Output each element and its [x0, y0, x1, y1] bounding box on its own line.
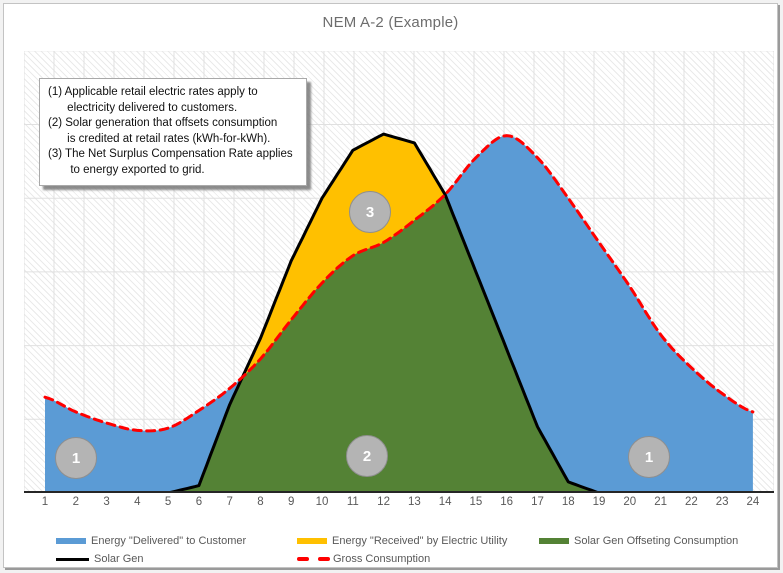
legend-label: Energy "Delivered" to Customer	[91, 535, 247, 547]
x-axis-label-15: 15	[469, 496, 483, 508]
x-axis-label-17: 17	[531, 496, 544, 508]
x-axis-label-24: 24	[746, 496, 760, 508]
x-axis-label-12: 12	[377, 496, 390, 508]
legend-label: Gross Consumption	[333, 553, 431, 565]
x-axis-label-4: 4	[134, 496, 141, 508]
legend-item-received: Energy "Received" by Electric Utility	[297, 534, 507, 548]
solar-line-swatch	[56, 557, 89, 561]
x-axis-label-21: 21	[654, 496, 667, 508]
chart-frame: NEM A-2 (Example) (1) Applicable retail …	[3, 3, 778, 568]
legend: Energy "Delivered" to Customer Energy "R…	[4, 528, 777, 566]
legend-label: Energy "Received" by Electric Utility	[332, 535, 508, 547]
plot-area: (1) Applicable retail electric rates app…	[24, 51, 774, 493]
x-axis-label-3: 3	[103, 496, 110, 508]
marker-circle-1: 1	[55, 437, 97, 479]
marker-circle-1: 1	[628, 436, 670, 478]
marker-circle-2: 2	[346, 435, 388, 477]
legend-item-offsetting: Solar Gen Offseting Consumption	[539, 534, 738, 548]
annotation-box: (1) Applicable retail electric rates app…	[39, 78, 307, 186]
legend-label: Solar Gen	[94, 553, 144, 565]
chart-title: NEM A-2 (Example)	[322, 14, 459, 31]
chart-canvas	[24, 51, 774, 493]
x-axis-label-19: 19	[592, 496, 606, 508]
x-axis-label-2: 2	[72, 496, 79, 508]
consumption-dash-swatch	[297, 557, 330, 561]
x-axis: 1 2 3 4 5 6 7 8 9 10 11 12 13 14 15 16 17 18 19 20 21 22 23 24	[24, 496, 774, 514]
x-axis-label-13: 13	[407, 496, 421, 508]
x-axis-label-10: 10	[315, 496, 329, 508]
delivered-area-swatch	[56, 538, 86, 544]
marker-circle-3: 3	[349, 191, 391, 233]
legend-item-gross-consumption: Gross Consumption	[297, 552, 430, 566]
x-axis-label-5: 5	[164, 496, 172, 508]
x-axis-label-23: 23	[715, 496, 729, 508]
offsetting-area-swatch	[539, 538, 569, 544]
legend-label: Solar Gen Offseting Consumption	[574, 535, 739, 547]
received-area-swatch	[297, 538, 327, 544]
x-axis-label-9: 9	[288, 496, 295, 508]
legend-item-delivered: Energy "Delivered" to Customer	[56, 534, 246, 548]
x-axis-label-14: 14	[438, 496, 452, 508]
legend-item-solar-gen: Solar Gen	[56, 552, 144, 566]
x-axis-label-22: 22	[684, 496, 698, 508]
x-axis-label-1: 1	[41, 496, 49, 508]
x-axis-label-20: 20	[623, 496, 637, 508]
x-axis-label-11: 11	[346, 496, 359, 508]
annotation-text: (1) Applicable retail electric rates app…	[48, 86, 293, 176]
x-axis-label-16: 16	[500, 496, 514, 508]
x-axis-label-6: 6	[195, 496, 203, 508]
x-axis-label-18: 18	[561, 496, 575, 508]
x-axis-label-7: 7	[226, 496, 233, 508]
x-axis-label-8: 8	[257, 496, 264, 508]
